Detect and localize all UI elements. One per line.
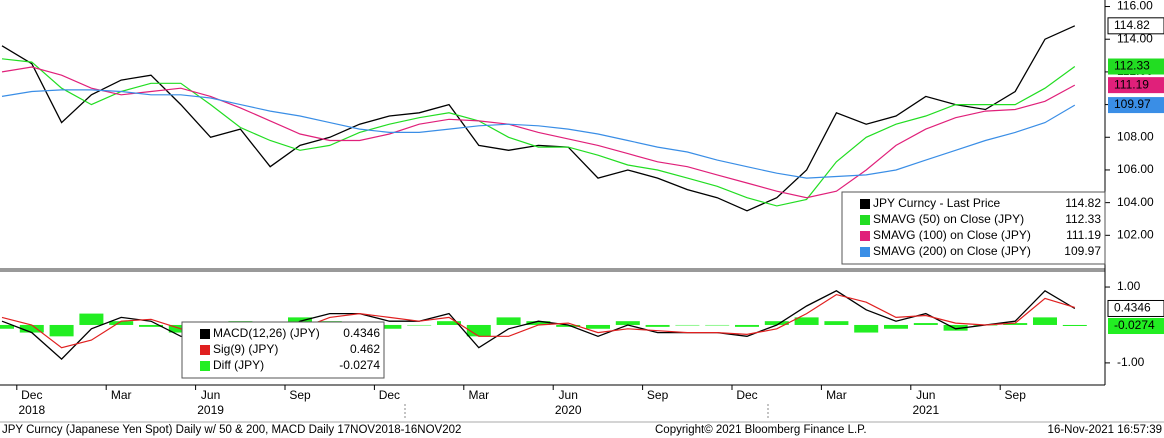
legend-label: JPY Curncy - Last Price (873, 196, 1000, 210)
x-tick-label: Mar (111, 388, 132, 402)
series-line (1, 58, 1076, 207)
legend-label: SMAVG (50) on Close (JPY) (873, 212, 1024, 226)
diff-bar (586, 324, 610, 329)
legend-value: 109.97 (1064, 244, 1101, 258)
diff-bar (466, 324, 491, 337)
legend-label: SMAVG (100) on Close (JPY) (873, 228, 1031, 242)
year-label: 2020 (555, 403, 582, 417)
diff-bar (735, 324, 759, 327)
panel-divider (0, 268, 1105, 272)
footer-left: JPY Curncy (Japanese Yen Spot) Daily w/ … (2, 424, 461, 436)
value-badge-label: 0.4346 (1114, 301, 1151, 315)
legend-value: 112.33 (1065, 212, 1101, 226)
legend-swatch (200, 345, 210, 355)
y-tick-label: 114.00 (1117, 31, 1153, 45)
series-line (1, 25, 1076, 212)
value-badge (1108, 97, 1164, 114)
y-tick-label: 102.00 (1117, 227, 1154, 241)
diff-bar (913, 323, 938, 325)
value-badge-label: 109.97 (1114, 97, 1151, 111)
legend (841, 191, 1106, 265)
series-line (1, 66, 1076, 199)
diff-bar (49, 324, 74, 337)
y-tick-label: 1.00 (1117, 279, 1141, 293)
year-label: 2021 (912, 403, 939, 417)
footer-center: Copyright© 2021 Bloomberg Finance L.P. (655, 424, 867, 436)
legend-swatch (860, 199, 870, 209)
value-badge-label: 114.82 (1114, 18, 1150, 32)
year-label: 2018 (18, 403, 45, 417)
value-badge-label: -0.0274 (1114, 318, 1155, 332)
diff-bar (377, 324, 402, 329)
legend-swatch (200, 361, 210, 371)
value-badge (1107, 299, 1164, 317)
diff-bar (437, 321, 461, 325)
diff-bar (884, 324, 908, 329)
value-badge (1108, 318, 1164, 335)
legend-swatch (860, 247, 870, 257)
diff-bar (1062, 324, 1087, 327)
value-badge (1108, 58, 1164, 75)
legend-swatch (860, 215, 870, 225)
series-line (1, 289, 1076, 360)
series-line (1, 293, 1075, 349)
diff-bar (496, 317, 521, 325)
legend-value: 114.82 (1065, 196, 1101, 210)
diff-bar (645, 324, 670, 327)
x-tick-label: Jun (916, 388, 935, 402)
x-tick-label: Dec (379, 388, 400, 402)
value-badge (1107, 17, 1164, 35)
diff-bar (675, 324, 700, 326)
series-line (1, 89, 1076, 179)
x-tick-label: Sep (289, 388, 311, 402)
diff-bar (824, 321, 849, 325)
diff-bar (615, 321, 640, 325)
diff-bar (705, 324, 730, 326)
diff-bar (764, 321, 789, 325)
legend-label: Diff (JPY) (213, 358, 264, 372)
diff-bar (79, 313, 104, 325)
diff-bar (1033, 317, 1057, 325)
diff-bar (943, 324, 968, 331)
x-tick-label: Mar (826, 388, 847, 402)
y-tick-label: 108.00 (1117, 129, 1154, 143)
legend-swatch (860, 231, 870, 241)
diff-bar (556, 324, 581, 327)
value-badge-label: 111.19 (1114, 77, 1149, 91)
legend-label: Sig(9) (JPY) (213, 342, 278, 356)
diff-bar (407, 324, 432, 326)
x-tick-label: Dec (21, 388, 42, 402)
diff-bar (1003, 323, 1028, 325)
x-tick-label: Jun (201, 388, 220, 402)
y-tick-label: 104.00 (1117, 195, 1154, 209)
year-label: 2019 (197, 403, 224, 417)
legend-value: 0.462 (350, 342, 380, 356)
legend-value: 0.4346 (343, 326, 380, 340)
x-tick-label: Jun (559, 388, 578, 402)
y-tick-label: 116.00 (1117, 0, 1153, 13)
y-tick-label: 106.00 (1117, 162, 1154, 176)
footer-right: 16-Nov-2021 16:57:39 (1048, 424, 1162, 436)
diff-bar (526, 321, 551, 325)
legend-value: 111.19 (1066, 228, 1101, 242)
value-badge-label: 112.33 (1114, 59, 1150, 73)
diff-bar (19, 324, 44, 333)
y-tick-label: -1.00 (1117, 355, 1145, 369)
legend (181, 321, 385, 379)
diff-bar (109, 321, 134, 325)
x-tick-label: Dec (736, 388, 757, 402)
diff-bar (0, 324, 14, 329)
x-tick-label: Mar (468, 388, 489, 402)
diff-bar (794, 317, 819, 325)
legend-swatch (200, 329, 210, 339)
x-tick-label: Sep (647, 388, 669, 402)
legend-label: MACD(12,26) (JPY) (213, 326, 320, 340)
legend-label: SMAVG (200) on Close (JPY) (873, 244, 1031, 258)
value-badge (1108, 77, 1164, 94)
x-tick-label: Sep (1005, 388, 1027, 402)
legend-value: -0.0274 (339, 358, 380, 372)
diff-bar (854, 324, 879, 333)
diff-bar (139, 324, 163, 327)
